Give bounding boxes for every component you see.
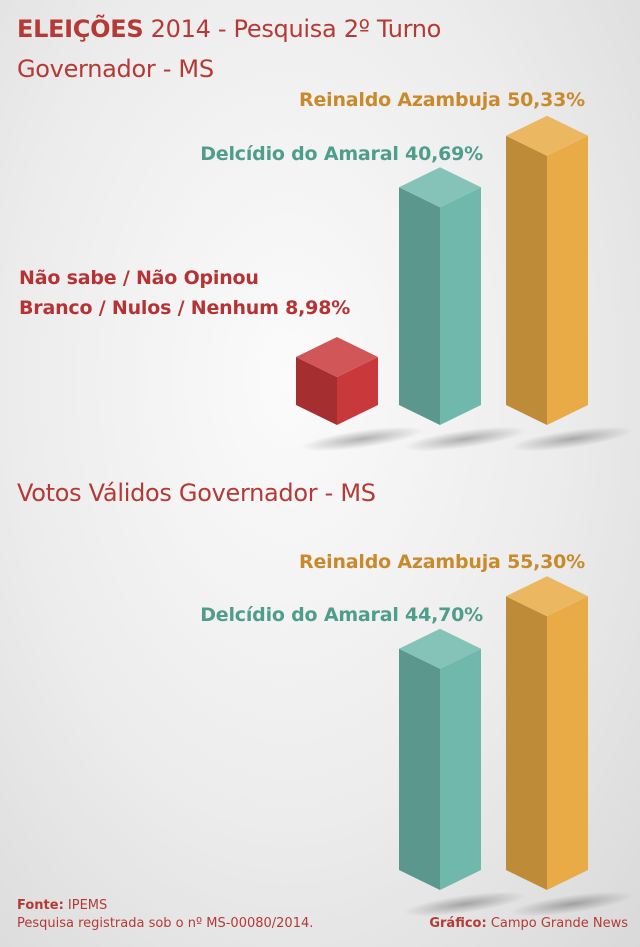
chart1-bar-2: [506, 115, 634, 452]
chart1-label-azambuja: Reinaldo Azambuja 50,33%: [299, 89, 585, 111]
chart2-bar-1-shadow: [510, 891, 634, 917]
chart1-bar-1-left-face: [399, 187, 440, 425]
chart1-bar-0-shadow: [300, 426, 424, 452]
chart1-bar-2-top-face: [506, 115, 588, 156]
source-value: IPEMS: [67, 898, 108, 913]
chart2-label-azambuja: Reinaldo Azambuja 55,30%: [299, 551, 585, 573]
source-label: Fonte:: [17, 898, 64, 913]
chart2-bar-1-right-face: [547, 596, 588, 890]
chart2-bar-0: [399, 628, 527, 917]
graphic-value: Campo Grande News: [490, 916, 628, 931]
chart1-subtitle: Governador - MS: [17, 55, 214, 83]
chart2-bar-1: [506, 576, 634, 917]
chart1-bar-2-shadow: [510, 426, 634, 452]
registration-text: Pesquisa registrada sob o nº MS-00080/20…: [17, 916, 314, 931]
chart1-label-delcidio: Delcídio do Amaral 40,69%: [200, 143, 483, 165]
chart2-bar-0-right-face: [440, 648, 481, 890]
chart2-bar-0-top-face: [399, 628, 481, 669]
chart2-bar-1-left-face: [506, 596, 547, 890]
page-title: ELEIÇÕES 2014 - Pesquisa 2º Turno: [17, 14, 441, 44]
chart1-bar-1-top-face: [399, 167, 481, 208]
title-rest: 2014 - Pesquisa 2º Turno: [150, 15, 442, 43]
footer-source: Fonte: IPEMS Pesquisa registrada sob o n…: [17, 897, 313, 933]
footer-graphic: Gráfico: Campo Grande News: [429, 915, 628, 933]
chart1-bar-0-right-face: [337, 356, 378, 425]
chart1-bar-1-right-face: [440, 187, 481, 425]
chart1-label-others-line1: Não sabe / Não Opinou: [19, 267, 259, 289]
chart2-bar-1-top-face: [506, 576, 588, 617]
chart1-bar-0: [296, 336, 424, 452]
chart1-bar-1-shadow: [403, 426, 527, 452]
chart2-label-delcidio: Delcídio do Amaral 44,70%: [200, 604, 483, 626]
chart2-bar-0-left-face: [399, 648, 440, 890]
chart1-bar-2-right-face: [547, 135, 588, 425]
chart2-bars: [399, 576, 634, 917]
title-bold: ELEIÇÕES: [17, 15, 144, 43]
chart2-title: Votos Válidos Governador - MS: [17, 479, 376, 507]
chart1-label-others-line2: Branco / Nulos / Nenhum 8,98%: [19, 297, 351, 319]
chart1-bar-1: [399, 167, 527, 452]
chart1-bar-0-top-face: [296, 336, 378, 377]
chart1-bar-0-left-face: [296, 356, 337, 425]
chart1-bar-2-left-face: [506, 135, 547, 425]
chart1-bars: [296, 115, 634, 452]
graphic-label: Gráfico:: [429, 916, 487, 931]
chart2-bar-0-shadow: [403, 891, 527, 917]
